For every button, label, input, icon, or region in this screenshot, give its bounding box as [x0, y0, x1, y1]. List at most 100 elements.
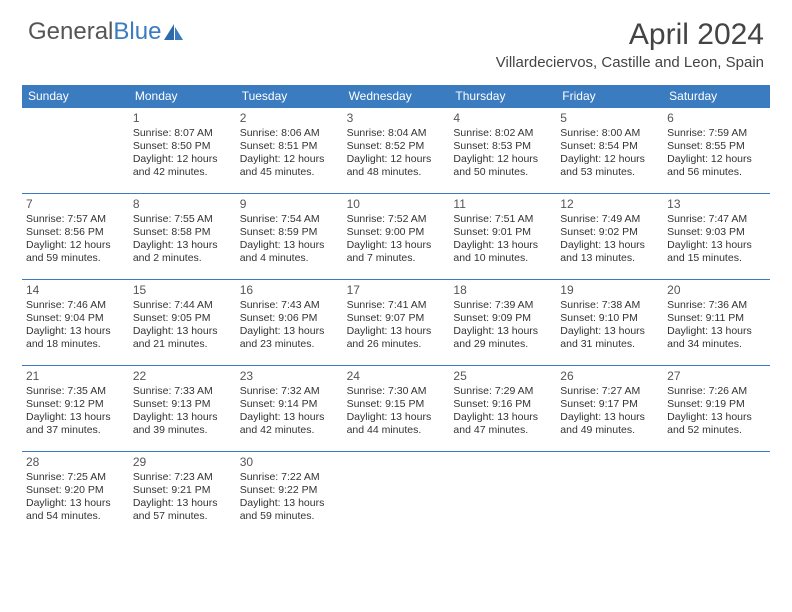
calendar-cell: 27Sunrise: 7:26 AMSunset: 9:19 PMDayligh…: [663, 365, 770, 451]
day-number: 19: [560, 283, 659, 298]
daylight-line-1: Daylight: 13 hours: [240, 325, 339, 338]
daylight-line-1: Daylight: 13 hours: [667, 239, 766, 252]
daylight-line-1: Daylight: 12 hours: [347, 153, 446, 166]
daylight-line-2: and 59 minutes.: [26, 252, 125, 265]
daylight-line-1: Daylight: 13 hours: [667, 325, 766, 338]
calendar-cell: 25Sunrise: 7:29 AMSunset: 9:16 PMDayligh…: [449, 365, 556, 451]
calendar-cell-empty: [22, 107, 129, 193]
calendar-cell: 7Sunrise: 7:57 AMSunset: 8:56 PMDaylight…: [22, 193, 129, 279]
sunset-line: Sunset: 8:50 PM: [133, 140, 232, 153]
daylight-line-1: Daylight: 13 hours: [240, 411, 339, 424]
calendar-cell: 13Sunrise: 7:47 AMSunset: 9:03 PMDayligh…: [663, 193, 770, 279]
calendar-cell: 22Sunrise: 7:33 AMSunset: 9:13 PMDayligh…: [129, 365, 236, 451]
calendar-grid: SundayMondayTuesdayWednesdayThursdayFrid…: [22, 85, 770, 537]
calendar-cell: 1Sunrise: 8:07 AMSunset: 8:50 PMDaylight…: [129, 107, 236, 193]
day-number: 7: [26, 197, 125, 212]
sunrise-line: Sunrise: 7:32 AM: [240, 385, 339, 398]
weekday-header: Wednesday: [343, 85, 450, 107]
title-block: April 2024 Villardeciervos, Castille and…: [496, 18, 764, 71]
sail-icon: [163, 22, 185, 42]
day-number: 11: [453, 197, 552, 212]
daylight-line-1: Daylight: 13 hours: [240, 497, 339, 510]
sunrise-line: Sunrise: 7:46 AM: [26, 299, 125, 312]
daylight-line-2: and 52 minutes.: [667, 424, 766, 437]
daylight-line-2: and 2 minutes.: [133, 252, 232, 265]
sunset-line: Sunset: 8:55 PM: [667, 140, 766, 153]
daylight-line-1: Daylight: 13 hours: [133, 325, 232, 338]
sunrise-line: Sunrise: 7:59 AM: [667, 127, 766, 140]
calendar-cell: 23Sunrise: 7:32 AMSunset: 9:14 PMDayligh…: [236, 365, 343, 451]
sunset-line: Sunset: 9:22 PM: [240, 484, 339, 497]
daylight-line-2: and 4 minutes.: [240, 252, 339, 265]
sunrise-line: Sunrise: 7:55 AM: [133, 213, 232, 226]
sunrise-line: Sunrise: 7:57 AM: [26, 213, 125, 226]
sunrise-line: Sunrise: 7:25 AM: [26, 471, 125, 484]
sunrise-line: Sunrise: 7:44 AM: [133, 299, 232, 312]
sunset-line: Sunset: 8:51 PM: [240, 140, 339, 153]
day-number: 3: [347, 111, 446, 126]
day-number: 22: [133, 369, 232, 384]
calendar-cell: 19Sunrise: 7:38 AMSunset: 9:10 PMDayligh…: [556, 279, 663, 365]
daylight-line-1: Daylight: 12 hours: [133, 153, 232, 166]
day-number: 21: [26, 369, 125, 384]
sunset-line: Sunset: 9:11 PM: [667, 312, 766, 325]
daylight-line-1: Daylight: 13 hours: [560, 411, 659, 424]
day-number: 10: [347, 197, 446, 212]
daylight-line-1: Daylight: 13 hours: [560, 239, 659, 252]
daylight-line-2: and 31 minutes.: [560, 338, 659, 351]
sunset-line: Sunset: 9:15 PM: [347, 398, 446, 411]
day-number: 23: [240, 369, 339, 384]
sunrise-line: Sunrise: 8:02 AM: [453, 127, 552, 140]
sunset-line: Sunset: 9:14 PM: [240, 398, 339, 411]
calendar-cell: 17Sunrise: 7:41 AMSunset: 9:07 PMDayligh…: [343, 279, 450, 365]
sunset-line: Sunset: 8:54 PM: [560, 140, 659, 153]
day-number: 15: [133, 283, 232, 298]
sunset-line: Sunset: 8:53 PM: [453, 140, 552, 153]
calendar-cell-empty: [343, 451, 450, 537]
day-number: 8: [133, 197, 232, 212]
calendar-cell: 18Sunrise: 7:39 AMSunset: 9:09 PMDayligh…: [449, 279, 556, 365]
daylight-line-1: Daylight: 13 hours: [453, 325, 552, 338]
location-text: Villardeciervos, Castille and Leon, Spai…: [496, 54, 764, 71]
day-number: 4: [453, 111, 552, 126]
brand-part2: Blue: [113, 18, 161, 46]
calendar-cell: 10Sunrise: 7:52 AMSunset: 9:00 PMDayligh…: [343, 193, 450, 279]
daylight-line-1: Daylight: 12 hours: [453, 153, 552, 166]
sunset-line: Sunset: 9:09 PM: [453, 312, 552, 325]
day-number: 6: [667, 111, 766, 126]
sunrise-line: Sunrise: 7:36 AM: [667, 299, 766, 312]
daylight-line-2: and 21 minutes.: [133, 338, 232, 351]
sunset-line: Sunset: 9:19 PM: [667, 398, 766, 411]
calendar-cell: 21Sunrise: 7:35 AMSunset: 9:12 PMDayligh…: [22, 365, 129, 451]
sunrise-line: Sunrise: 7:43 AM: [240, 299, 339, 312]
sunrise-line: Sunrise: 7:27 AM: [560, 385, 659, 398]
daylight-line-2: and 57 minutes.: [133, 510, 232, 523]
daylight-line-1: Daylight: 13 hours: [347, 325, 446, 338]
calendar-cell-empty: [449, 451, 556, 537]
day-number: 14: [26, 283, 125, 298]
brand-logo: GeneralBlue: [28, 18, 185, 46]
daylight-line-1: Daylight: 13 hours: [133, 497, 232, 510]
weekday-header: Tuesday: [236, 85, 343, 107]
sunset-line: Sunset: 9:16 PM: [453, 398, 552, 411]
daylight-line-2: and 18 minutes.: [26, 338, 125, 351]
calendar-cell: 26Sunrise: 7:27 AMSunset: 9:17 PMDayligh…: [556, 365, 663, 451]
daylight-line-1: Daylight: 12 hours: [667, 153, 766, 166]
daylight-line-1: Daylight: 13 hours: [26, 497, 125, 510]
calendar-cell: 5Sunrise: 8:00 AMSunset: 8:54 PMDaylight…: [556, 107, 663, 193]
calendar-cell: 28Sunrise: 7:25 AMSunset: 9:20 PMDayligh…: [22, 451, 129, 537]
calendar-cell-empty: [663, 451, 770, 537]
daylight-line-1: Daylight: 13 hours: [347, 411, 446, 424]
day-number: 13: [667, 197, 766, 212]
page-title: April 2024: [496, 18, 764, 52]
daylight-line-1: Daylight: 13 hours: [133, 239, 232, 252]
daylight-line-1: Daylight: 13 hours: [453, 239, 552, 252]
sunrise-line: Sunrise: 7:23 AM: [133, 471, 232, 484]
day-number: 29: [133, 455, 232, 470]
daylight-line-1: Daylight: 12 hours: [26, 239, 125, 252]
calendar-cell: 14Sunrise: 7:46 AMSunset: 9:04 PMDayligh…: [22, 279, 129, 365]
day-number: 9: [240, 197, 339, 212]
sunset-line: Sunset: 9:12 PM: [26, 398, 125, 411]
daylight-line-2: and 23 minutes.: [240, 338, 339, 351]
calendar-cell: 16Sunrise: 7:43 AMSunset: 9:06 PMDayligh…: [236, 279, 343, 365]
